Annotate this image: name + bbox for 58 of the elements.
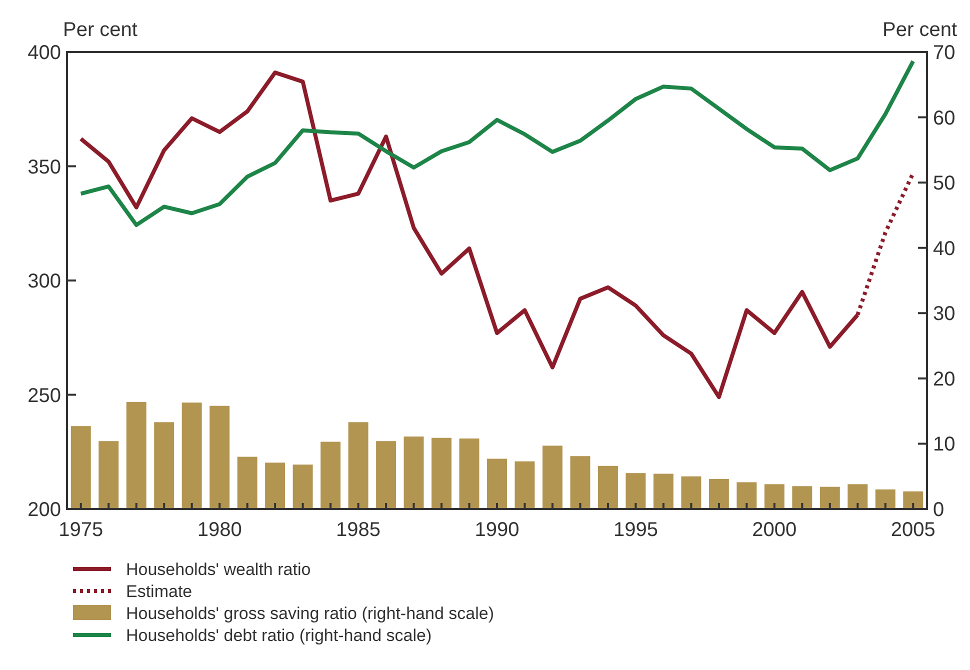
y2-axis-title: Per cent	[882, 19, 958, 41]
bar	[681, 476, 702, 509]
bar	[653, 474, 674, 509]
bar	[348, 422, 368, 509]
legend-label: Households' debt ratio (right-hand scale)	[126, 626, 432, 645]
bar	[875, 489, 896, 509]
bar	[265, 462, 286, 509]
bar	[708, 478, 729, 509]
bar	[292, 464, 313, 509]
bar	[404, 436, 424, 509]
bar	[210, 406, 230, 509]
bar	[764, 484, 784, 509]
bar	[626, 473, 646, 509]
bar	[736, 482, 757, 509]
y-tick-label: 350	[28, 156, 61, 178]
legend-label: Estimate	[126, 582, 192, 601]
y2-tick-label: 50	[933, 172, 956, 195]
y2-tick-label: 60	[933, 107, 956, 130]
legend-label: Households' gross saving ratio (right-hand scale)	[126, 604, 494, 623]
bar	[237, 456, 258, 509]
y-tick-label: 250	[28, 384, 61, 407]
bar	[903, 491, 924, 509]
y2-tick-label: 70	[933, 42, 956, 64]
bar	[70, 426, 91, 509]
y2-tick-label: 10	[933, 434, 956, 456]
bar	[376, 441, 396, 509]
bar	[182, 402, 202, 509]
x-tick-label: 1990	[474, 519, 520, 541]
bar	[514, 461, 535, 509]
x-tick-label: 1995	[613, 519, 658, 541]
bar	[542, 446, 562, 509]
bar	[570, 456, 590, 509]
bar	[820, 486, 840, 509]
bar	[320, 442, 341, 509]
y2-tick-label: 0	[933, 499, 944, 521]
y-tick-label: 200	[28, 499, 61, 521]
bar	[459, 438, 480, 509]
bar	[848, 484, 868, 509]
bar	[598, 466, 618, 509]
x-tick-label: 1980	[197, 519, 242, 541]
bar	[487, 458, 507, 509]
bar	[126, 402, 146, 509]
bar	[432, 438, 452, 509]
y-tick-label: 400	[28, 42, 61, 64]
line-series	[78, 59, 916, 228]
y2-tick-label: 30	[933, 303, 956, 326]
y2-tick-label: 40	[933, 238, 956, 260]
y-tick-label: 300	[28, 270, 61, 292]
bar	[154, 422, 174, 509]
bar	[792, 486, 812, 509]
bar	[98, 441, 119, 509]
x-tick-label: 2005	[890, 519, 936, 541]
y-axis-title: Per cent	[63, 19, 138, 41]
x-tick-label: 2000	[752, 519, 797, 541]
legend-label: Households' wealth ratio	[126, 560, 311, 579]
x-tick-label: 1975	[58, 519, 104, 541]
x-tick-label: 1985	[336, 519, 381, 541]
y2-tick-label: 20	[933, 368, 956, 390]
